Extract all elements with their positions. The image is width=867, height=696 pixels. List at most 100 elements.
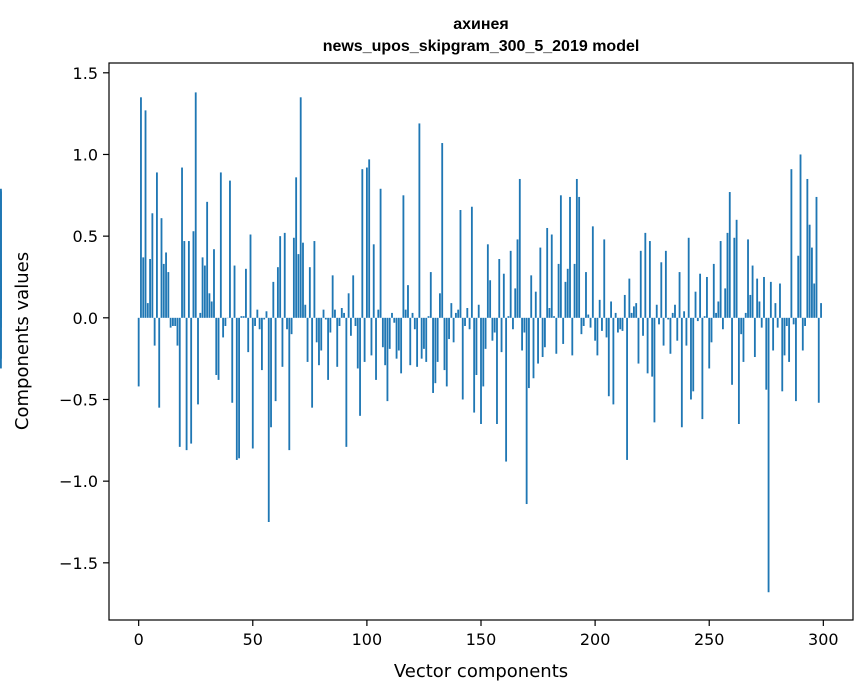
bar-61 [276, 267, 279, 318]
bar-216 [630, 312, 633, 318]
bar-265 [742, 317, 745, 362]
bar-92 [347, 293, 350, 318]
bar-199 [591, 226, 594, 318]
bar-95 [354, 317, 357, 326]
bar-55 [263, 317, 266, 320]
bar-250 [708, 317, 711, 369]
bar-238 [680, 317, 683, 428]
bar-117 [404, 309, 407, 318]
bar-132 [439, 293, 441, 318]
bar-220 [639, 250, 642, 318]
bar-228 [658, 317, 660, 325]
x-tick-label: 100 [352, 630, 383, 649]
bar-246 [699, 273, 702, 318]
bar-196 [585, 272, 587, 318]
bar-273 [760, 317, 763, 328]
bar-298 [817, 317, 820, 403]
bar-59 [272, 281, 275, 318]
bar-185 [559, 195, 562, 318]
bar-168 [521, 317, 523, 351]
bar-193 [578, 196, 581, 318]
bar-110 [388, 317, 391, 349]
bar-54 [261, 317, 263, 371]
bar-138 [452, 317, 455, 343]
bar-194 [580, 317, 583, 335]
bar-294 [808, 224, 811, 318]
bar-98 [361, 169, 364, 318]
bar-241 [687, 237, 690, 318]
bar-150 [480, 317, 482, 424]
bar-15 [171, 317, 174, 326]
bar-14 [169, 317, 172, 328]
bar-147 [473, 317, 476, 413]
bar-2 [142, 257, 145, 318]
bar-267 [747, 239, 749, 318]
bar-60 [274, 317, 277, 402]
bar-25 [194, 92, 197, 318]
bar-124 [420, 317, 423, 359]
bar-73 [304, 304, 307, 318]
bar-162 [507, 316, 510, 318]
bar-10 [160, 218, 163, 318]
bar-173 [532, 317, 535, 379]
bar-280 [776, 317, 779, 328]
bar-118 [407, 285, 409, 318]
bar-223 [646, 317, 649, 374]
bar-210 [617, 317, 619, 333]
bar-296 [813, 283, 816, 318]
bar-68 [292, 237, 295, 318]
bar-198 [589, 317, 592, 328]
bar-34 [215, 317, 218, 375]
bar-145 [468, 317, 471, 330]
bar-27 [199, 312, 202, 318]
bar-72 [302, 242, 304, 318]
bar-52 [256, 309, 259, 318]
bar-245 [696, 317, 699, 322]
bar-207 [610, 301, 612, 318]
bar-64 [283, 232, 286, 318]
bar-58 [270, 317, 272, 428]
bar-293 [806, 178, 809, 318]
bar-234 [671, 312, 674, 318]
bar-163 [509, 250, 512, 318]
bar-40 [229, 180, 231, 318]
bar-143 [464, 317, 466, 326]
bar-133 [441, 143, 444, 318]
bar-212 [621, 317, 624, 331]
bar-172 [530, 275, 533, 318]
bar-43 [235, 317, 238, 460]
bar-28 [201, 257, 204, 318]
bar-232 [667, 317, 670, 320]
bar-140 [457, 309, 460, 318]
bar-254 [717, 301, 720, 318]
bar-247 [701, 317, 704, 420]
bar-32 [210, 301, 213, 318]
bar-256 [722, 317, 724, 330]
y-tick-label: 0.0 [73, 309, 98, 328]
x-axis-label: Vector components [394, 661, 568, 682]
bar-139 [454, 312, 457, 318]
bar-23 [190, 317, 193, 444]
bar-35 [217, 317, 220, 380]
bar-274 [763, 276, 765, 318]
bar-7 [153, 317, 156, 346]
bar-71 [299, 97, 302, 318]
bar-38 [224, 317, 227, 326]
bar-70 [297, 254, 300, 318]
bar-56 [265, 311, 268, 318]
bar-46 [242, 316, 245, 318]
bar-undefined [0, 192, 2, 318]
bar-281 [779, 283, 781, 318]
bar-93 [350, 317, 352, 336]
bar-33 [213, 249, 215, 318]
bar-217 [633, 306, 635, 318]
bar-229 [660, 262, 663, 318]
bar-181 [550, 234, 553, 318]
bar-151 [482, 317, 485, 387]
bar-47 [245, 268, 247, 318]
bar-106 [379, 188, 382, 318]
bar-161 [505, 317, 508, 462]
bar-44 [238, 317, 240, 459]
bar-287 [792, 317, 795, 325]
bar-148 [475, 317, 478, 375]
